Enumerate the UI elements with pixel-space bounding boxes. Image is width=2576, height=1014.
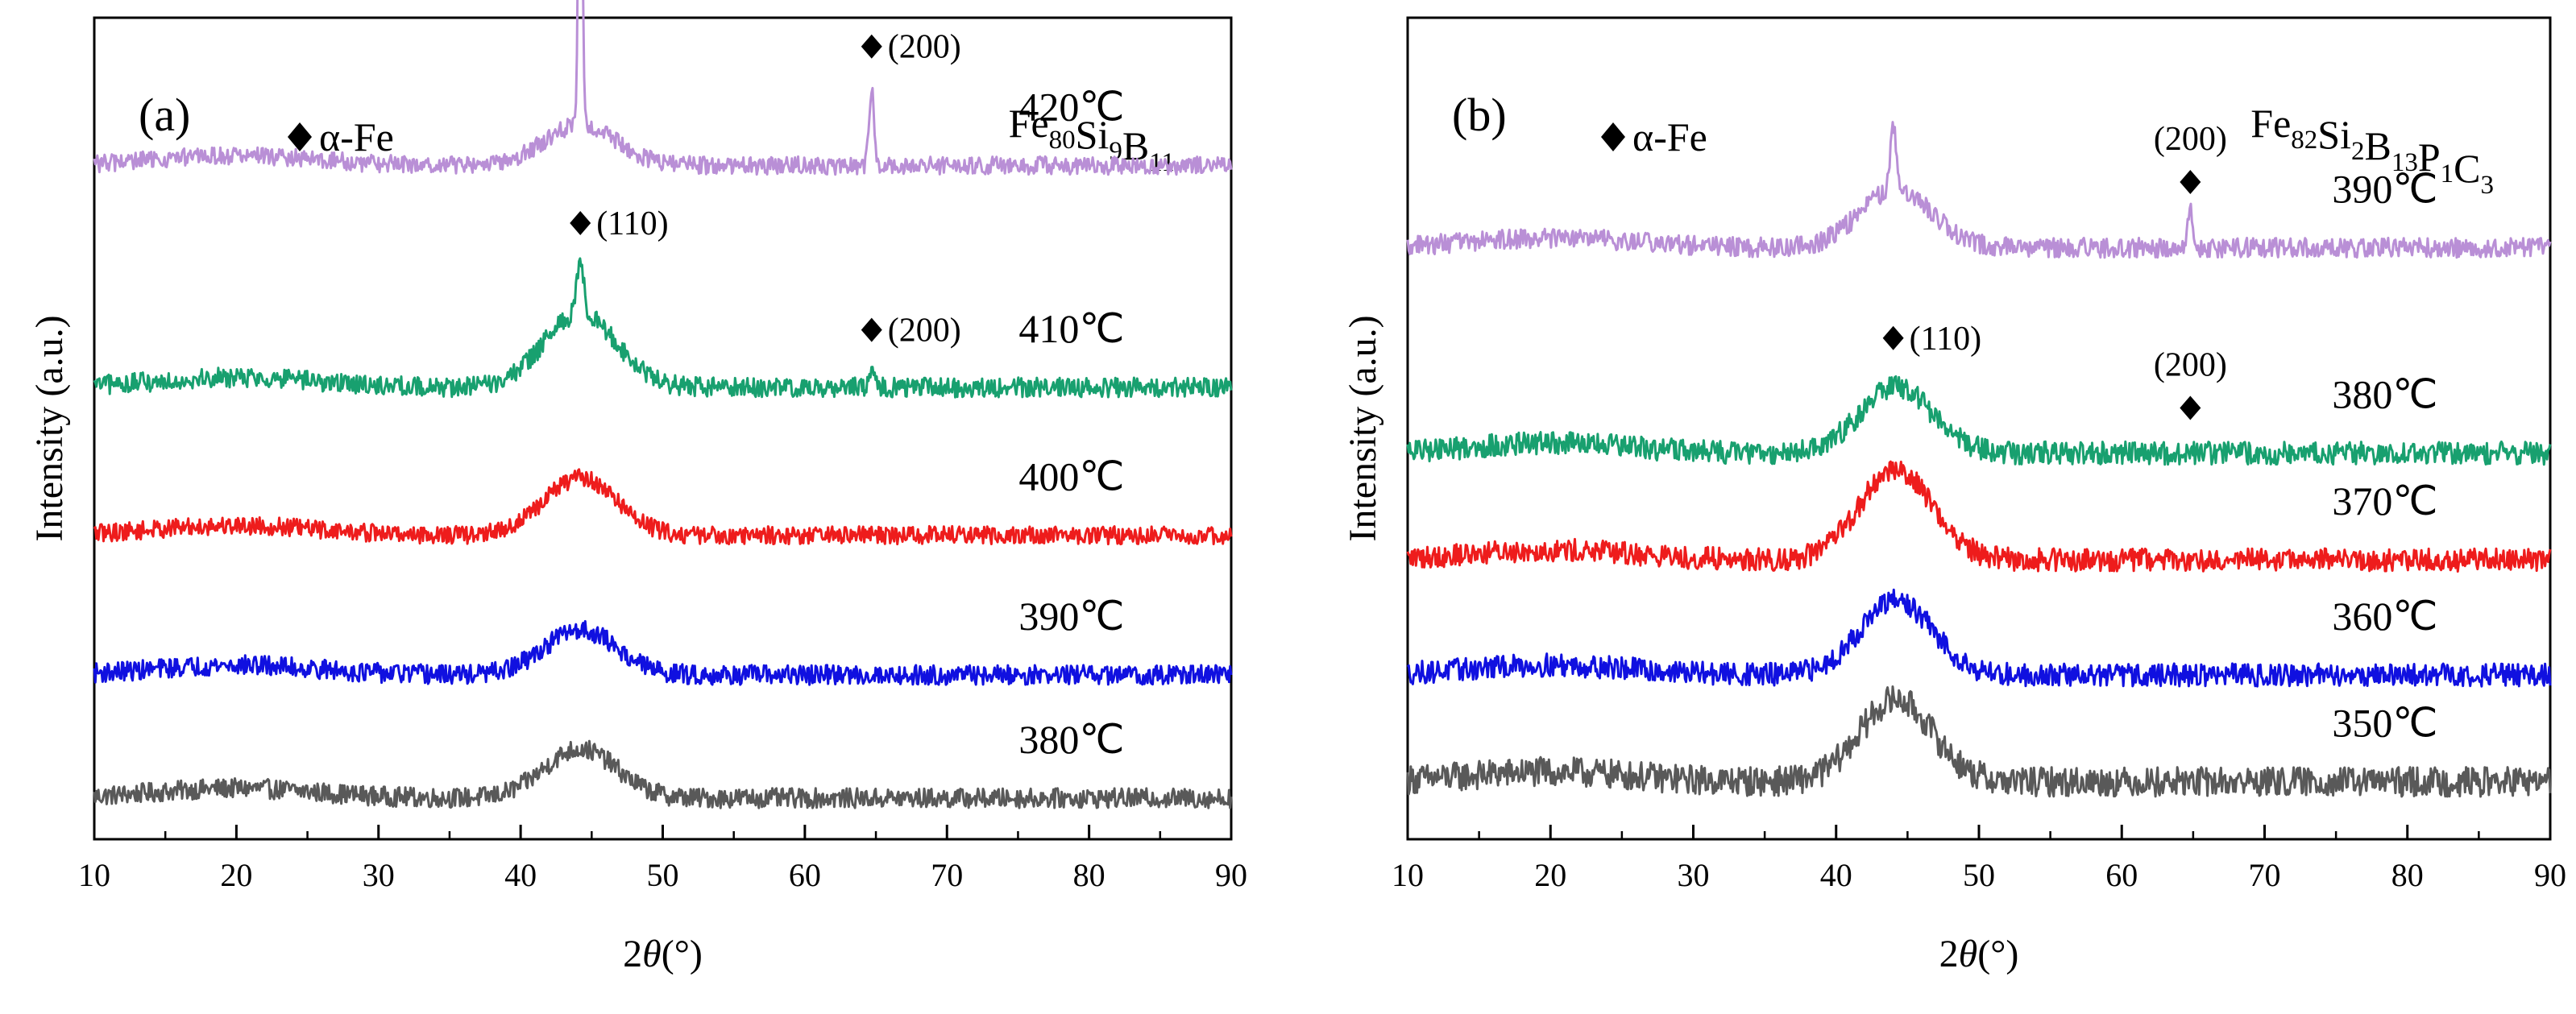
series-temperature-label: 410℃ [1018,306,1124,351]
series-temperature-label: 360℃ [2332,594,2437,639]
peak-hkl-label: (200) [888,29,961,66]
series-temperature-label: 400℃ [1018,454,1124,499]
x-tick-label: 90 [1215,857,1247,893]
x-tick-label: 70 [2249,857,2281,893]
composition-formula: Fe82Si2B13P1C3 [2250,101,2494,200]
legend-label: α-Fe [319,114,394,159]
peak-diamond-marker [861,317,882,342]
peak-hkl-label: (110) [1910,321,1981,358]
peak-hkl-label: (200) [888,312,961,350]
series-temperature-label: 390℃ [1018,594,1124,639]
x-axis-label-number: 2 [623,933,642,975]
x-tick-label: 50 [1963,857,1995,893]
series-line [1406,460,2552,573]
x-tick-label: 20 [220,857,252,893]
series-temperature-label: 380℃ [2332,372,2437,417]
series-line [93,739,1233,809]
x-axis-label: 2θ(°) [623,933,703,975]
peak-diamond-marker [2180,170,2201,194]
series-line [93,257,1233,399]
y-axis-label: Intensity (a.u.) [28,315,71,541]
series-temperature-label: 380℃ [1018,717,1124,762]
series-line [93,619,1233,686]
formula-element: B [2364,123,2391,168]
panel-a: 10 20 30 40 50 60 70 80 90 2θ(°) Intensity (a.u.) (… [28,0,1247,975]
panel-tag: (b) [1452,89,1507,141]
series-line [1406,121,2552,259]
formula-element: Fe [2250,101,2291,146]
series-line [1406,588,2552,688]
formula-subscript: 2 [2351,137,2365,166]
formula-subscript: 3 [2481,171,2495,200]
peak-hkl-label: (200) [2154,121,2227,158]
formula-element: Si [2317,112,2351,157]
x-tick-label: 10 [78,857,110,893]
x-tick-label: 60 [2105,857,2138,893]
peak-diamond-marker [861,34,882,59]
y-axis-label: Intensity (a.u.) [1342,315,1384,541]
x-axis-label-theta: θ [1959,933,1978,975]
series-line [93,468,1233,546]
x-tick-label: 70 [931,857,963,893]
formula-element: P [2418,135,2441,180]
legend-label: α-Fe [1632,114,1707,159]
x-axis-label-theta: θ [642,933,662,975]
composition-formula: Fe80Si9B11 [1009,101,1175,177]
series-temperature-label: 420℃ [1018,85,1124,130]
formula-subscript: 1 [2441,159,2454,188]
series-temperature-label: 370℃ [2332,478,2437,524]
x-tick-label: 10 [1392,857,1424,893]
series-temperature-label: 390℃ [2332,167,2437,212]
x-axis-label-unit: (°) [1977,933,2018,975]
series-line [1406,375,2552,466]
series-temperature-label: 350℃ [2332,701,2437,746]
x-axis-label-number: 2 [1939,933,1959,975]
x-tick-label: 40 [1820,857,1852,893]
peak-hkl-label: (110) [596,205,668,242]
x-tick-label: 40 [504,857,537,893]
x-tick-label: 80 [1073,857,1105,893]
peak-diamond-marker [2180,395,2201,420]
x-axis-label: 2θ(°) [1939,933,2019,975]
series-line [93,0,1233,176]
x-tick-label: 30 [1678,857,1710,893]
x-axis-label-unit: (°) [662,933,703,975]
formula-element: Si [1076,112,1110,157]
x-tick-label: 90 [2534,857,2566,893]
formula-element: Fe [1009,101,1049,146]
formula-subscript: 80 [1049,126,1076,155]
x-tick-label: 30 [363,857,395,893]
legend-diamond-icon [1601,122,1625,151]
x-tick-label: 20 [1534,857,1566,893]
panel-tag: (a) [139,89,190,141]
peak-diamond-marker [570,211,591,235]
x-tick-label: 60 [789,857,821,893]
peak-hkl-label: (200) [2154,347,2227,384]
peak-diamond-marker [1882,325,1904,350]
formula-subscript: 82 [2291,126,2317,155]
formula-subscript: 13 [2391,148,2418,177]
series-line [1406,685,2552,798]
formula-element: C [2454,146,2480,191]
x-tick-label: 50 [647,857,679,893]
legend-diamond-icon [288,122,312,151]
x-tick-label: 80 [2391,857,2424,893]
